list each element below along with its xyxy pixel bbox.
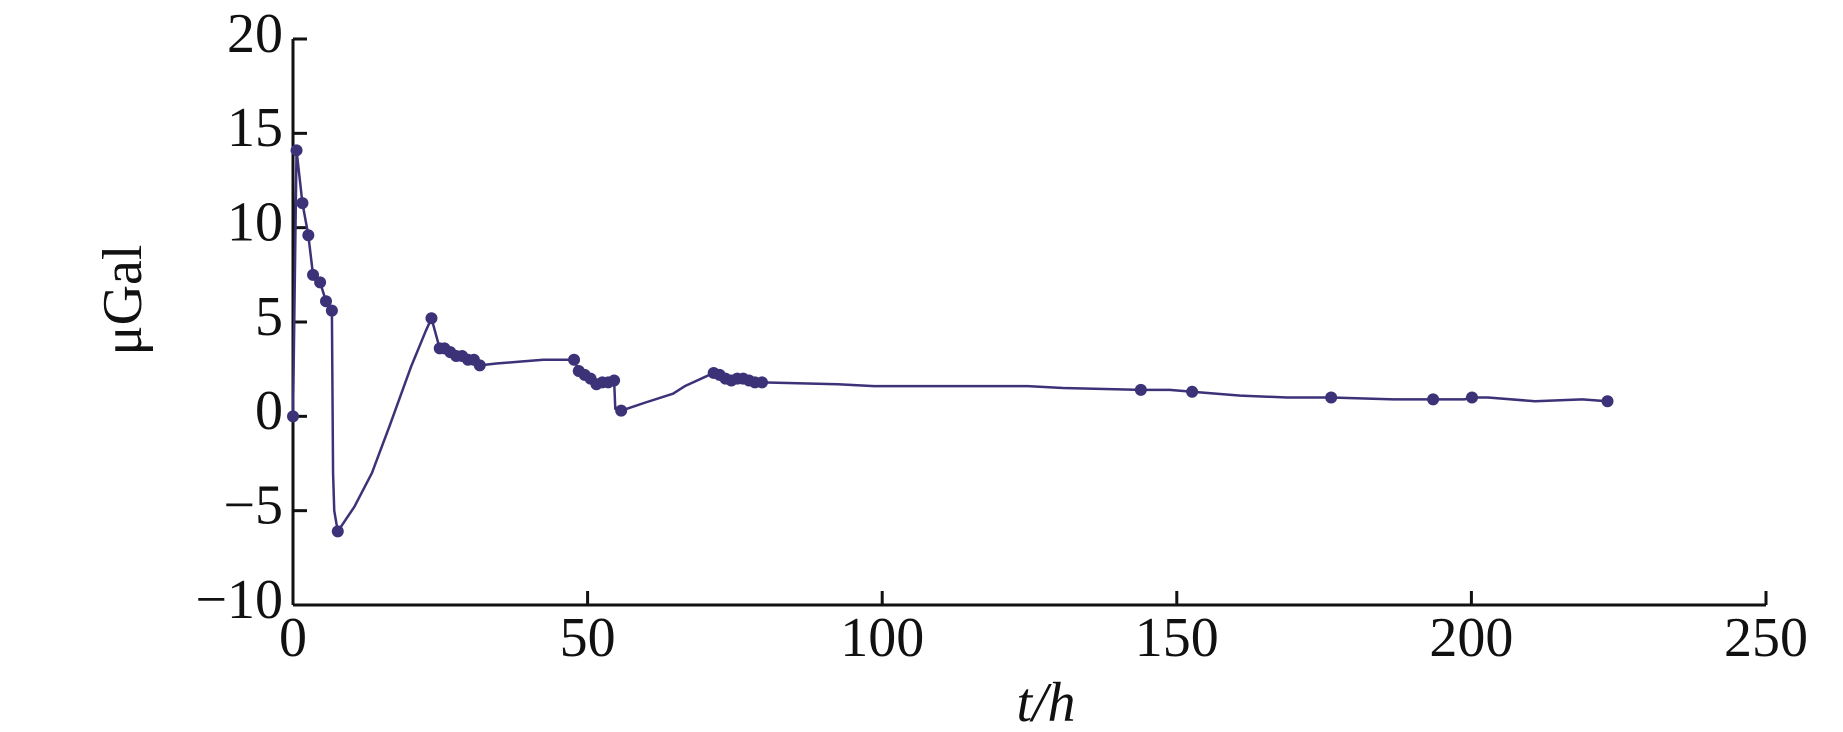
y-tick-label: −10: [195, 569, 283, 631]
data-point: [1427, 393, 1440, 406]
data-point: [1601, 395, 1614, 408]
data-point: [287, 410, 299, 423]
data-point: [331, 525, 344, 538]
y-tick-label: 5: [255, 286, 283, 348]
data-point: [568, 353, 581, 366]
x-axis-label: t/h: [1016, 672, 1075, 732]
data-point: [307, 268, 320, 281]
y-tick-label: 0: [255, 380, 283, 442]
data-point: [756, 376, 769, 389]
x-tick-label: 100: [840, 607, 924, 669]
data-point: [608, 374, 621, 387]
x-tick-label: 200: [1429, 607, 1513, 669]
x-tick-label: 150: [1135, 607, 1219, 669]
x-tick-label: 0: [279, 607, 307, 669]
data-point: [314, 276, 327, 289]
data-point: [1134, 383, 1147, 396]
data-point: [290, 144, 303, 157]
data-point: [325, 304, 338, 317]
y-tick-label: 20: [227, 3, 283, 65]
x-tick-label: 250: [1724, 607, 1808, 669]
data-point: [473, 359, 486, 372]
data-point: [1465, 391, 1478, 404]
y-tick-label: −5: [223, 475, 283, 537]
data-point: [302, 229, 315, 242]
y-tick-label: 10: [227, 192, 283, 254]
data-point: [615, 404, 628, 417]
x-tick-label: 50: [560, 607, 616, 669]
data-line: [291, 149, 1608, 533]
data-point: [319, 295, 332, 308]
data-point: [296, 197, 309, 210]
y-axis-label: μGal: [92, 245, 154, 356]
data-point: [1325, 391, 1338, 404]
data-point: [1186, 385, 1199, 398]
y-tick-label: 15: [227, 97, 283, 159]
data-point: [425, 312, 438, 325]
